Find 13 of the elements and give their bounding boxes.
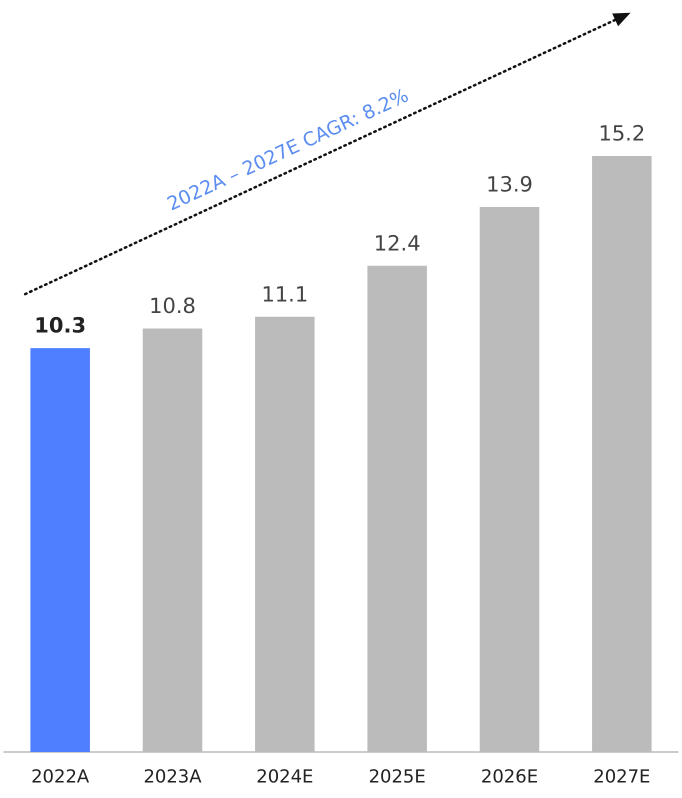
x-tick-label: 2025E [368, 766, 426, 788]
data-label: 10.8 [149, 294, 196, 318]
data-label: 10.3 [34, 314, 86, 338]
x-tick-label: 2026E [480, 766, 538, 788]
data-label: 13.9 [486, 172, 533, 196]
data-label: 11.1 [261, 282, 308, 306]
x-tick-label: 2024E [256, 766, 314, 788]
data-label: 12.4 [374, 231, 421, 256]
bar [30, 348, 90, 752]
data-label: 15.2 [598, 122, 646, 146]
x-tick-label: 2027E [593, 766, 650, 788]
x-tick-label: 2023A [143, 766, 202, 788]
x-tick-label: 2022A [31, 766, 90, 788]
